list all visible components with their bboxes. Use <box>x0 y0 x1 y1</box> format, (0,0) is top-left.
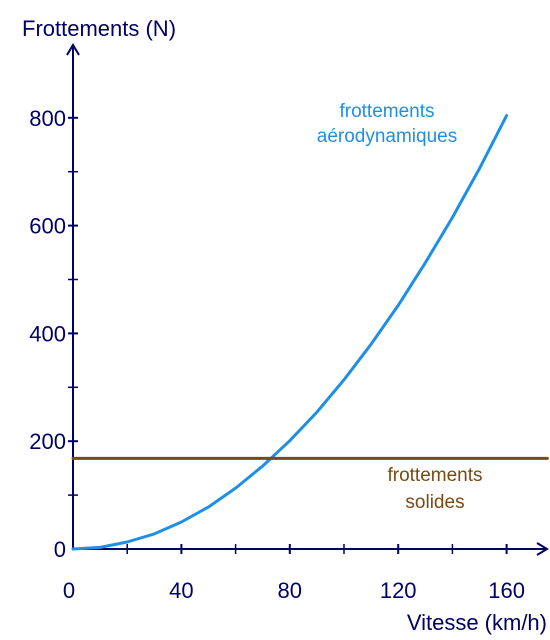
y-tick-label: 600 <box>29 214 66 239</box>
aerodynamic-friction-label: frottements aérodynamiques <box>317 101 457 147</box>
axes <box>66 43 549 556</box>
y-axis-arrow <box>66 43 80 56</box>
series-labels: frottements aérodynamiques frottements soli… <box>317 101 483 513</box>
x-tick-label: 160 <box>488 578 525 603</box>
series <box>71 114 549 551</box>
y-tick-label: 0 <box>54 537 66 562</box>
solid-friction-label: frottements solides <box>387 465 482 513</box>
x-tick-label: 40 <box>169 578 193 603</box>
x-axis-arrow <box>536 542 549 556</box>
tick-labels: 0 40 80 120 160 0 200 400 600 800 <box>29 106 525 603</box>
y-tick-label: 200 <box>29 429 66 454</box>
y-axis-title: Frottements (N) <box>22 16 176 41</box>
ticks <box>68 116 508 554</box>
x-tick-label: 0 <box>63 578 75 603</box>
x-tick-label: 120 <box>380 578 417 603</box>
y-tick-label: 400 <box>29 321 66 346</box>
x-tick-label: 80 <box>278 578 302 603</box>
y-tick-label: 800 <box>29 106 66 131</box>
aerodynamic-friction-line <box>71 114 509 551</box>
x-axis-title: Vitesse (km/h) <box>407 610 547 635</box>
